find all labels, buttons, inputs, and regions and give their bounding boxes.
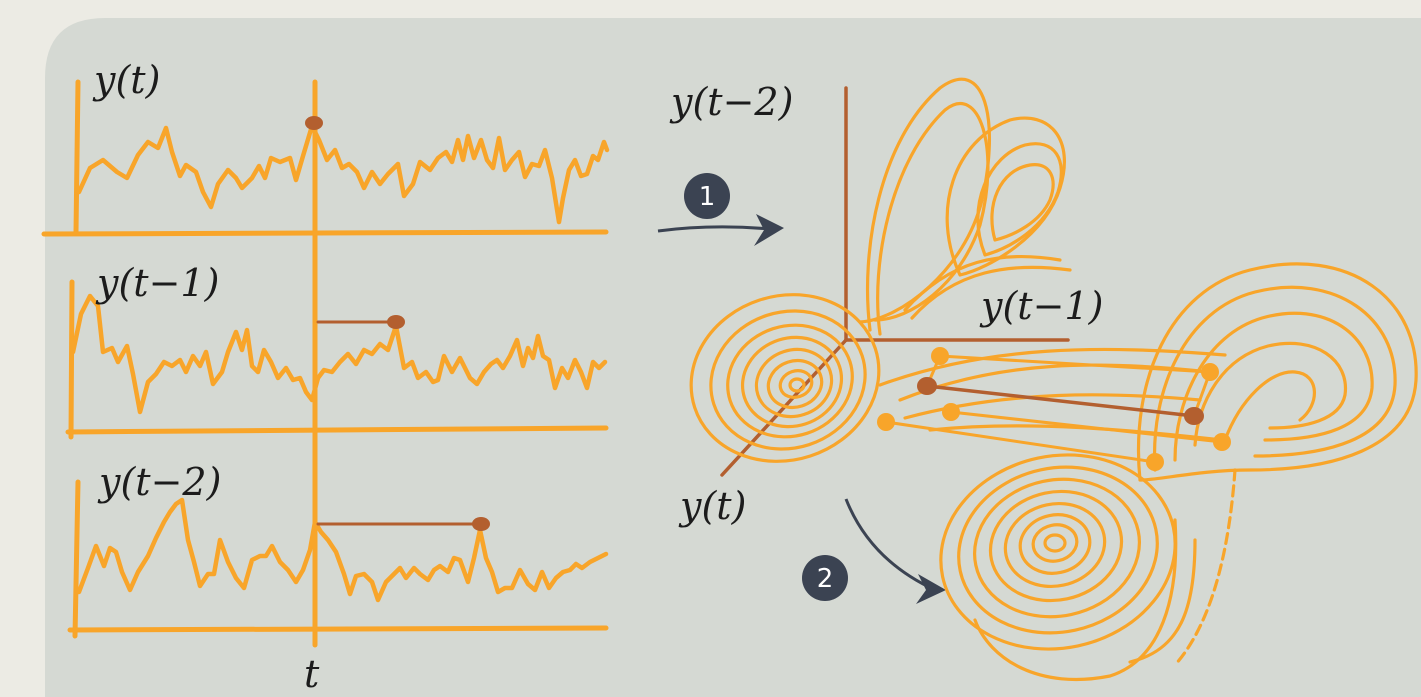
step-1-badge — [684, 173, 730, 219]
projection-point — [1146, 453, 1164, 471]
series-y-t-minus-2-baseline — [67, 625, 609, 633]
attractor-2 — [939, 262, 1418, 682]
lag-1-sample-dot — [387, 315, 405, 329]
step-1-indicator: 1 — [657, 173, 784, 246]
series-y-t-minus-1-label: y(t−1) — [95, 261, 219, 305]
series-y-t-minus-1-axis — [68, 279, 75, 440]
series-y-t-baseline — [41, 229, 609, 237]
projection-point — [877, 413, 895, 431]
step-1-number: 1 — [699, 182, 716, 212]
series-y-t-minus-2-signal — [76, 497, 609, 603]
step-2-indicator: 2 — [802, 498, 946, 604]
projection-point — [1213, 433, 1231, 451]
current-sample-dot — [305, 116, 323, 130]
projection-point — [1201, 363, 1219, 381]
attractor-panel — [689, 77, 1418, 682]
projection-point — [931, 347, 949, 365]
series-y-t-minus-2-label: y(t−2) — [97, 460, 221, 504]
axis-diagonal-label: y(t) — [678, 484, 746, 528]
attractor-1 — [689, 77, 1227, 463]
step-2-badge — [802, 555, 848, 601]
step-2-arrow — [844, 498, 936, 592]
series-y-t-minus-2-axis — [72, 479, 81, 639]
embedded-point-b — [1184, 407, 1204, 425]
step-1-arrowhead — [754, 214, 784, 246]
series-y-t-minus-2 — [67, 479, 609, 639]
embedding-link — [925, 384, 1196, 418]
projection-link-3 — [884, 420, 1157, 464]
projection-point — [942, 403, 960, 421]
series-y-t-minus-1-signal — [70, 293, 608, 415]
time-series-panel — [41, 79, 610, 648]
axis-vertical-label: y(t−2) — [669, 80, 793, 124]
series-y-t-label: y(t) — [92, 58, 160, 102]
projection-link-1 — [938, 354, 1212, 374]
projection-link-2 — [949, 410, 1224, 444]
series-y-t-minus-1-baseline — [65, 425, 609, 435]
step-2-arrowhead — [916, 574, 946, 604]
step-2-number: 2 — [817, 564, 834, 594]
embedded-points — [877, 347, 1231, 471]
embedded-point-a — [917, 377, 937, 395]
series-y-t-axis — [73, 79, 81, 235]
time-marker-label: t — [304, 652, 320, 696]
axis-horizontal-label: y(t−1) — [979, 284, 1103, 328]
step-1-arrow — [657, 225, 771, 233]
series-y-t-signal — [76, 123, 610, 225]
diagram-panel — [45, 18, 1421, 697]
series-y-t — [41, 79, 610, 237]
lag-2-sample-dot — [472, 517, 490, 531]
series-y-t-minus-1 — [65, 279, 609, 440]
